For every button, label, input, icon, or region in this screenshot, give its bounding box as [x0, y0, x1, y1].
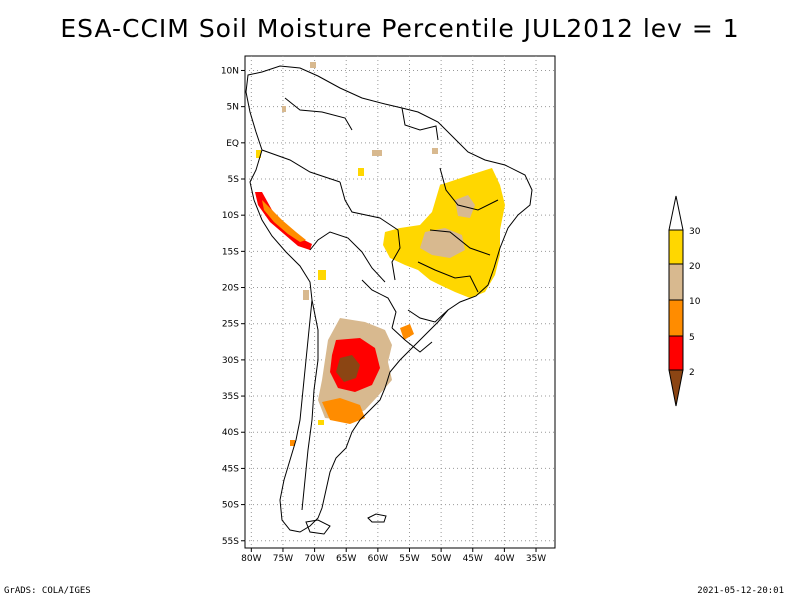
lat-label: 15S: [222, 247, 239, 257]
legend-swatch-20-30: [668, 229, 684, 265]
brazil-south-orange: [400, 324, 414, 340]
lon-label: 50W: [431, 554, 451, 564]
border-brazil-states-1: [439, 167, 499, 211]
lat-label: 50S: [222, 501, 239, 511]
patch: [372, 150, 382, 156]
patch: [303, 290, 309, 300]
map-title: ESA-CCIM Soil Moisture Percentile JUL201…: [60, 14, 740, 43]
border-argentina-uruguay: [391, 327, 433, 353]
border-peru-bolivia: [309, 231, 386, 283]
south-america-outline: [245, 65, 533, 533]
lat-label: 20S: [222, 284, 239, 294]
lon-label: 70W: [304, 554, 324, 564]
lat-label: EQ: [226, 139, 239, 149]
argentina-orange: [322, 398, 365, 424]
border-brazil-states-4: [407, 309, 449, 323]
border-chile-argentina: [301, 299, 319, 511]
legend-swatch-10-20: [668, 263, 684, 301]
patch: [318, 420, 324, 425]
border-colombia-venezuela: [284, 97, 353, 131]
border-bolivia-paraguay: [361, 279, 397, 329]
legend-colorbar: 30 20 10 5 2: [668, 195, 701, 407]
lat-label: 35S: [222, 392, 239, 402]
legend-label: 10: [689, 297, 701, 307]
coastlines: [245, 65, 533, 535]
tierra-del-fuego: [305, 519, 331, 535]
patch: [310, 62, 316, 68]
legend-swatch-above30: [668, 195, 684, 231]
falklands: [367, 513, 387, 523]
lon-label: 65W: [336, 554, 356, 564]
legend-label: 2: [689, 368, 695, 378]
patch: [282, 106, 286, 112]
lon-label: 35W: [526, 554, 546, 564]
border-brazil-states-3: [417, 261, 479, 293]
lat-label: 10N: [221, 66, 239, 76]
lat-label: 30S: [222, 356, 239, 366]
patch: [290, 440, 295, 446]
legend-label: 30: [689, 227, 701, 237]
peru-coast-red: [255, 192, 312, 250]
lat-label: 10S: [222, 211, 239, 221]
patch: [318, 270, 326, 280]
lon-label: 55W: [399, 554, 419, 564]
lon-label: 80W: [241, 554, 261, 564]
longitude-labels: 80W 75W 70W 65W 60W 55W 50W 45W 40W 35W: [241, 548, 546, 564]
legend-label: 5: [689, 333, 695, 343]
patch: [256, 150, 261, 158]
lon-label: 60W: [368, 554, 388, 564]
lon-label: 75W: [273, 554, 293, 564]
argentina-brown: [336, 355, 360, 382]
grads-credit: GrADS: COLA/IGES: [4, 586, 91, 596]
lon-label: 45W: [463, 554, 483, 564]
lat-label: 25S: [222, 320, 239, 330]
border-colombia-peru: [261, 149, 341, 183]
lat-label: 40S: [222, 428, 239, 438]
lat-label: 5S: [228, 175, 240, 185]
timestamp: 2021-05-12-20:01: [697, 586, 784, 596]
border-brazil-states-2: [429, 229, 491, 256]
legend-swatch-below2: [668, 369, 684, 407]
legend-swatch-2-5: [668, 335, 684, 371]
lat-label: 55S: [222, 537, 239, 547]
lon-label: 40W: [494, 554, 514, 564]
plot-frame: [244, 55, 556, 549]
peru-coast-orange: [262, 200, 306, 242]
border-brazil-west: [339, 181, 401, 281]
legend-label: 20: [689, 262, 701, 272]
legend-swatch-5-10: [668, 299, 684, 337]
latitude-labels: 10N 5N EQ 5S 10S 15S 20S 25S 30S 35S 40S 45S 50S 55S: [221, 66, 245, 547]
border-guianas: [401, 107, 439, 141]
patch: [358, 168, 364, 176]
lat-label: 5N: [227, 103, 239, 113]
lat-label: 45S: [222, 464, 239, 474]
patch: [432, 148, 438, 154]
